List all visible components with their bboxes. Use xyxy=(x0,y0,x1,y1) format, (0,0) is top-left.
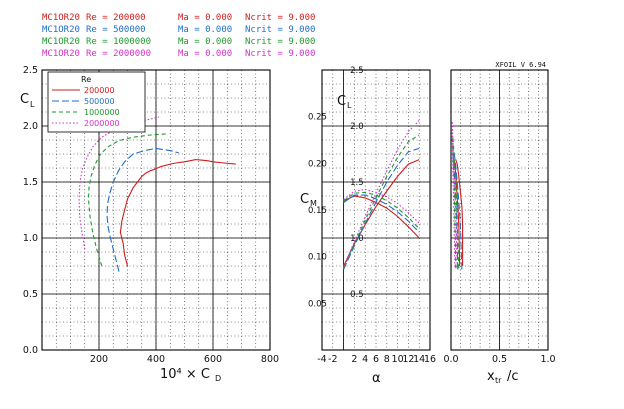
x-tick-label: 12 xyxy=(402,354,414,365)
x-tick-label: 16 xyxy=(424,354,436,365)
mach-label: Ma = 0.000 xyxy=(178,13,233,23)
lower-transition-2000000 xyxy=(451,120,458,268)
mach-label: Ma = 0.000 xyxy=(178,25,233,35)
legend: Re 200000 500000 1000000 2000000 xyxy=(47,71,146,133)
legend-entry: 200000 xyxy=(84,86,115,95)
airfoil-name: MC1OR20 xyxy=(42,37,80,47)
cl-line-500000 xyxy=(343,147,420,270)
legend-title: Re xyxy=(81,75,91,84)
alpha-plot-grid xyxy=(321,69,431,351)
cm-line-1000000 xyxy=(343,191,420,230)
x-axis-label: α xyxy=(372,371,381,386)
legend-entry: 500000 xyxy=(84,97,115,106)
series-line-1000000 xyxy=(87,133,168,267)
series-line-200000 xyxy=(119,159,236,267)
ncrit-label: Ncrit = 9.000 xyxy=(245,25,316,35)
cl-tick-label: 2.0 xyxy=(350,122,364,132)
x-tick-label: 800 xyxy=(261,354,279,365)
cl-axis-label: C xyxy=(337,94,346,109)
legend-entry: 1000000 xyxy=(84,108,120,117)
x-tick-label: 0.5 xyxy=(492,354,507,365)
cl-tick-label: 1.5 xyxy=(350,178,364,188)
x-tick-label: 600 xyxy=(204,354,222,365)
series-line-2000000 xyxy=(78,116,159,250)
header-row-0: MC1OR20 Re = 200000 Ma = 0.000 Ncrit = 9… xyxy=(42,13,315,23)
legend-entry: 2000000 xyxy=(84,119,120,128)
x-tick-label: 6 xyxy=(373,354,379,365)
cm-tick-label: 0.15 xyxy=(308,206,327,216)
x-axis-label: x xyxy=(487,369,495,384)
cm-tick-label: 0.05 xyxy=(308,299,327,309)
x-axis-label-subscript: tr xyxy=(495,376,502,385)
cm-tick-label: 0.20 xyxy=(308,159,327,169)
cm-tick-label: 0.25 xyxy=(308,113,327,123)
x-tick-label: 10 xyxy=(392,354,404,365)
drag-polar-grid xyxy=(41,69,271,351)
cl-axis-label-subscript: L xyxy=(347,101,352,110)
x-axis-label-suffix: /c xyxy=(507,369,519,384)
y-tick-label: 2.5 xyxy=(23,65,38,76)
y-axis-label-subscript: L xyxy=(30,100,35,109)
x-tick-label: 14 xyxy=(413,354,425,365)
cm-tick-label: 0.10 xyxy=(308,253,327,263)
upper-transition-200000 xyxy=(453,159,461,267)
airfoil-name: MC1OR20 xyxy=(42,49,80,59)
lower-transition-1000000 xyxy=(452,134,460,269)
y-axis-label: C xyxy=(20,92,29,107)
cl-line-2000000 xyxy=(343,120,420,268)
header-row-3: MC1OR20 Re = 2000000 Ma = 0.000 Ncrit = … xyxy=(42,49,315,59)
cl-tick-label: 2.5 xyxy=(350,66,364,76)
reynolds-label: Re = 2000000 xyxy=(86,49,152,59)
x-tick-label: 400 xyxy=(147,354,165,365)
ncrit-label: Ncrit = 9.000 xyxy=(245,49,316,59)
upper-transition-1000000 xyxy=(451,134,457,269)
upper-transition-2000000 xyxy=(451,120,456,268)
reynolds-label: Re = 1000000 xyxy=(86,37,152,47)
y-tick-label: 1.0 xyxy=(23,233,38,244)
mach-label: Ma = 0.000 xyxy=(178,49,233,59)
x-tick-label: -2 xyxy=(328,354,337,365)
header-row-2: MC1OR20 Re = 1000000 Ma = 0.000 Ncrit = … xyxy=(42,37,315,47)
cm-line-2000000 xyxy=(343,188,420,224)
x-tick-label: 4 xyxy=(362,354,368,365)
x-tick-label: 0.0 xyxy=(443,354,458,365)
airfoil-name: MC1OR20 xyxy=(42,25,80,35)
x-tick-label: 2 xyxy=(351,354,357,365)
cm-axis-label-subscript: M xyxy=(310,199,317,208)
cm-line-500000 xyxy=(343,194,420,233)
y-tick-label: 0.5 xyxy=(23,289,38,300)
y-tick-label: 0.0 xyxy=(23,345,38,356)
x-axis-label-subscript: D xyxy=(215,374,221,383)
alpha-plot-frame xyxy=(321,69,431,351)
x-tick-label: 1.0 xyxy=(540,354,555,365)
header-row-1: MC1OR20 Re = 500000 Ma = 0.000 Ncrit = 9… xyxy=(42,25,315,35)
x-tick-label: -4 xyxy=(317,354,326,365)
cm-line-200000 xyxy=(343,195,420,239)
x-tick-label: 200 xyxy=(90,354,108,365)
series-line-500000 xyxy=(106,147,179,272)
cm-axis-label: C xyxy=(300,192,309,207)
lower-transition-200000 xyxy=(455,159,464,266)
reynolds-label: Re = 200000 xyxy=(86,13,146,23)
cl-tick-label: 0.5 xyxy=(350,290,364,300)
y-tick-label: 1.5 xyxy=(23,177,38,188)
y-tick-label: 2.0 xyxy=(23,121,38,132)
ncrit-label: Ncrit = 9.000 xyxy=(245,37,316,47)
legend-box xyxy=(47,71,146,133)
x-tick-label: 8 xyxy=(384,354,390,365)
mach-label: Ma = 0.000 xyxy=(178,37,233,47)
x-axis-label: 10⁴ × C xyxy=(160,367,210,382)
airfoil-name: MC1OR20 xyxy=(42,13,80,23)
reynolds-label: Re = 500000 xyxy=(86,25,146,35)
ncrit-label: Ncrit = 9.000 xyxy=(245,13,316,23)
cl-line-1000000 xyxy=(343,134,420,269)
version-label: XFOIL V 6.94 xyxy=(495,61,546,69)
